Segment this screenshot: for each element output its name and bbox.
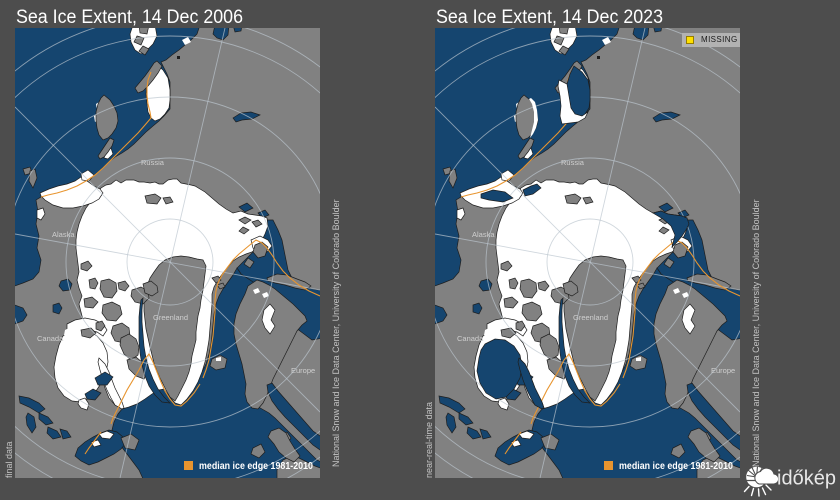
svg-text:időkép: időkép [777, 468, 836, 490]
svg-text:median ice edge 1981-2010: median ice edge 1981-2010 [199, 461, 313, 472]
svg-text:median ice edge 1981-2010: median ice edge 1981-2010 [619, 461, 733, 472]
svg-text:Sea Ice Extent, 14 Dec 2006: Sea Ice Extent, 14 Dec 2006 [16, 7, 243, 28]
svg-text:Sea Ice Extent, 14 Dec 2023: Sea Ice Extent, 14 Dec 2023 [436, 7, 663, 28]
